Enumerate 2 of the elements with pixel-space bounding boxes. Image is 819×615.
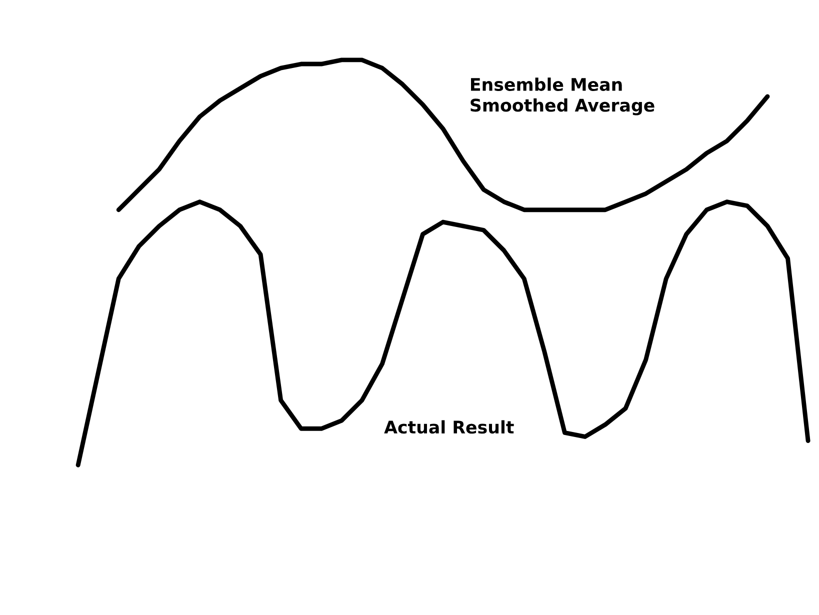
series-label: Actual Result xyxy=(384,420,514,434)
series-label: Ensemble Mean Smoothed Average xyxy=(470,78,654,116)
